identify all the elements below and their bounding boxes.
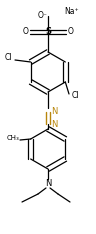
Text: N: N <box>45 179 51 189</box>
Text: O: O <box>23 28 28 37</box>
Text: N: N <box>51 107 58 116</box>
Text: O⁻: O⁻ <box>38 11 47 20</box>
Text: O: O <box>68 28 73 37</box>
Text: Cl: Cl <box>71 91 79 100</box>
Text: S: S <box>45 28 51 37</box>
Text: CH₃: CH₃ <box>7 135 19 141</box>
Text: N: N <box>51 120 58 129</box>
Text: Cl: Cl <box>4 54 12 62</box>
Text: Na⁺: Na⁺ <box>65 7 79 17</box>
